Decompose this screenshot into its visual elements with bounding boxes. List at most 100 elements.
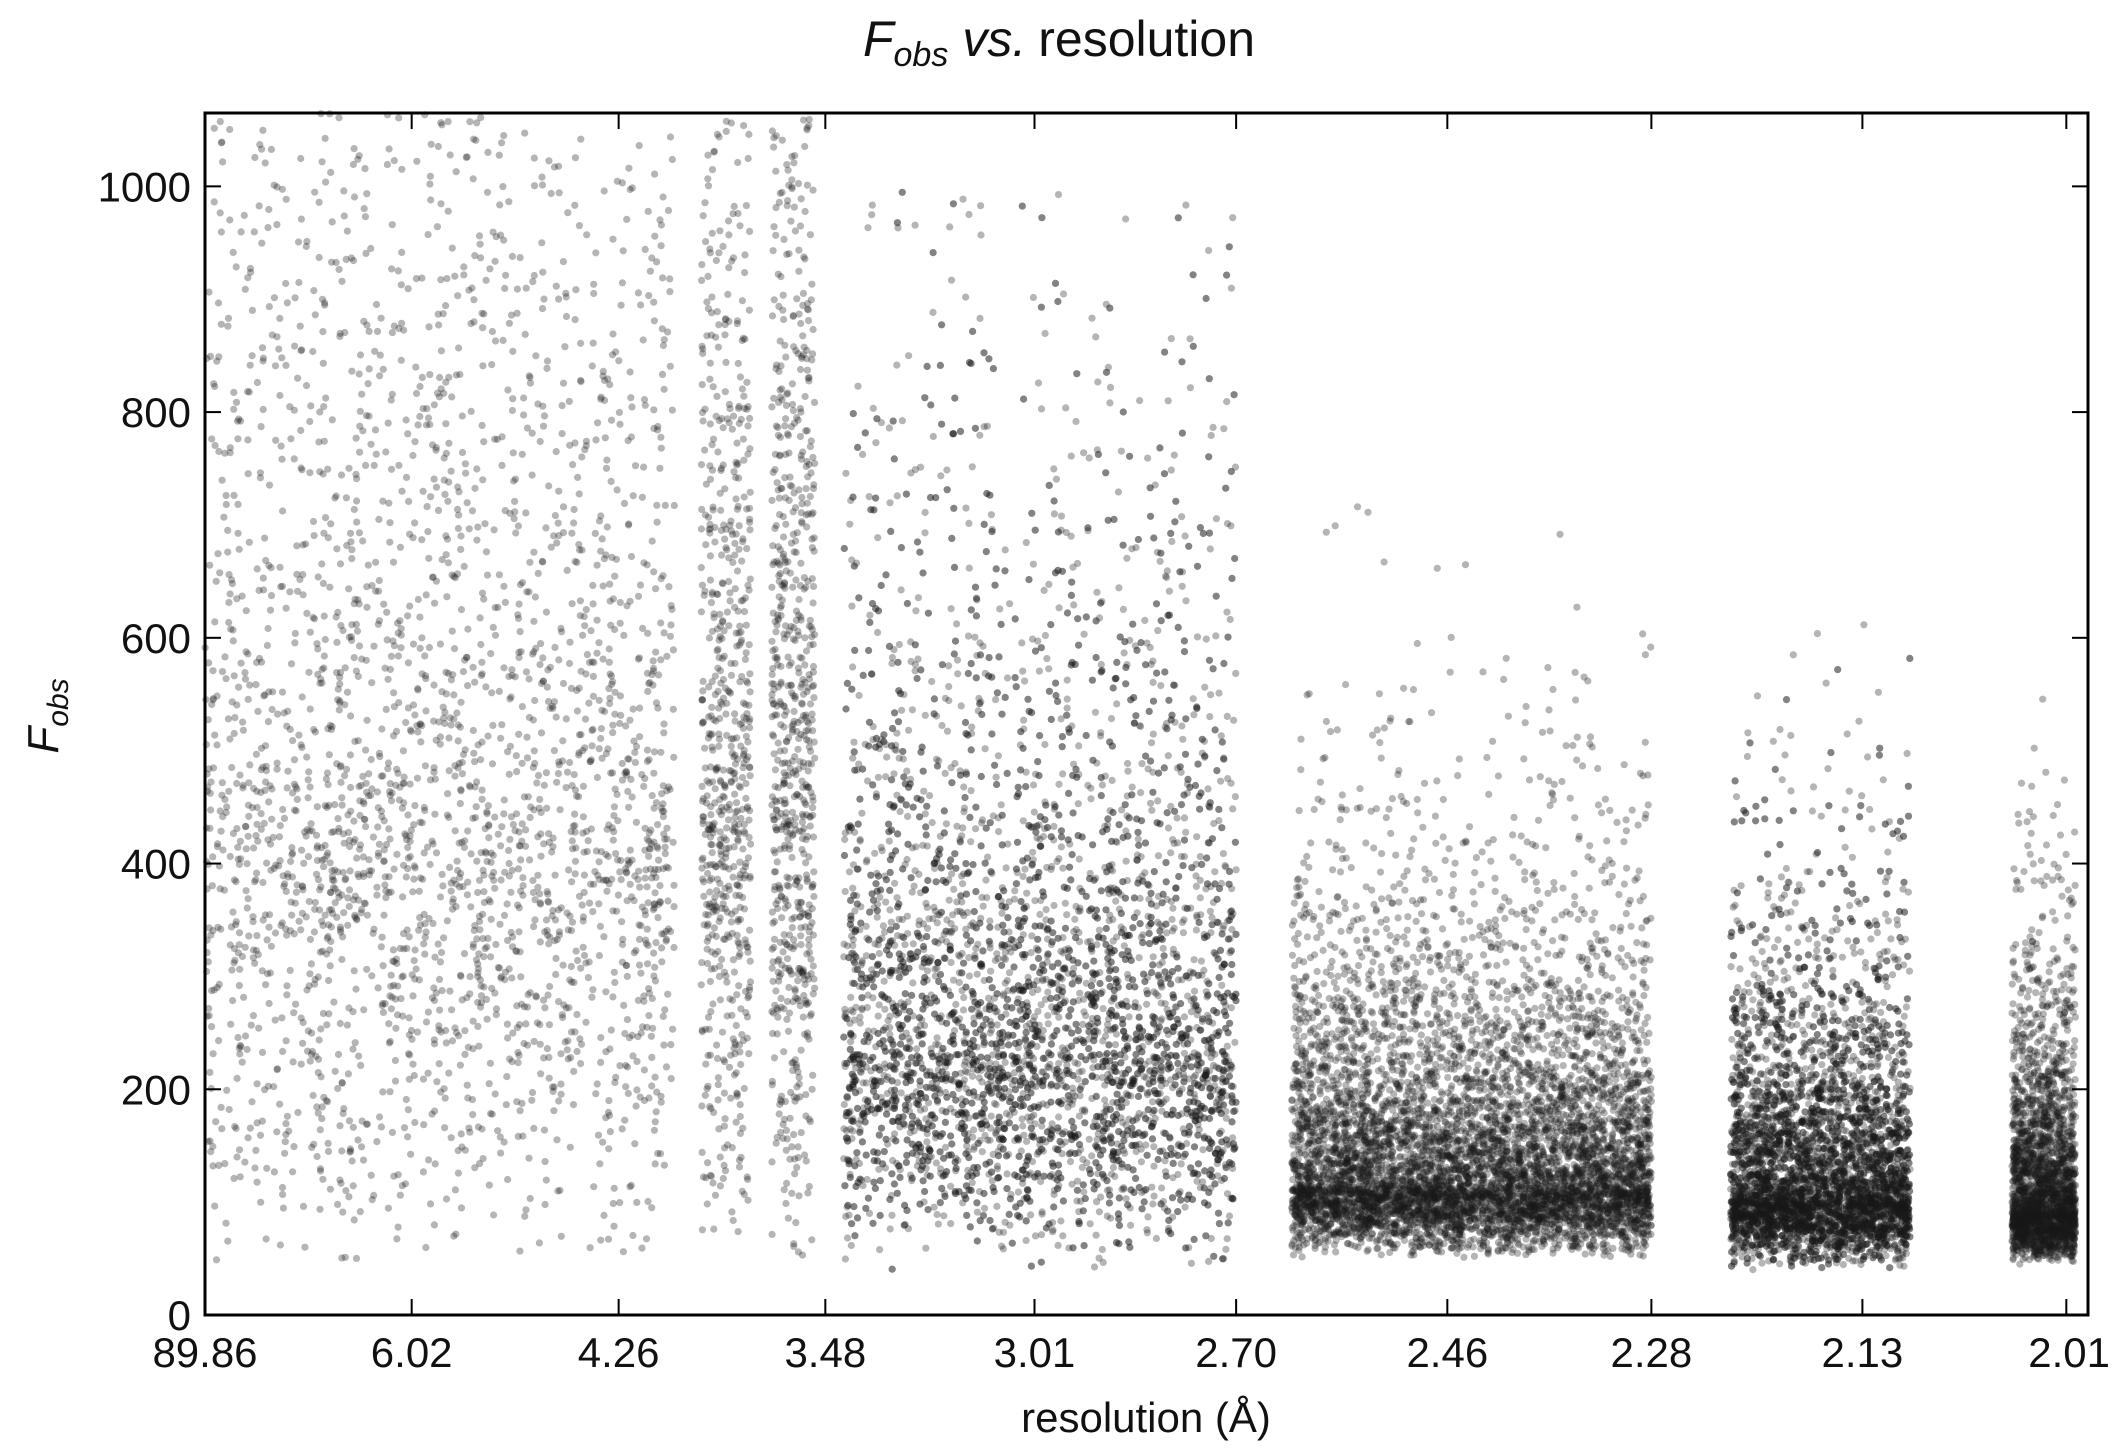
data-point [630, 737, 638, 745]
data-point [666, 632, 675, 640]
data-point [742, 794, 750, 803]
data-point [618, 759, 626, 768]
data-point [422, 421, 431, 429]
data-point [659, 274, 667, 282]
data-point [605, 1097, 613, 1105]
data-point [233, 595, 241, 603]
data-point [478, 421, 486, 429]
data-point [297, 347, 305, 355]
data-point [707, 1008, 715, 1016]
data-point [728, 996, 737, 1004]
data-point [599, 367, 607, 375]
data-point [218, 1125, 226, 1133]
data-point [614, 817, 622, 825]
data-point [768, 731, 777, 739]
data-point [807, 469, 815, 477]
data-point [349, 1182, 357, 1190]
data-point [213, 692, 221, 700]
data-point [397, 281, 405, 289]
data-point [745, 641, 753, 649]
data-point [402, 832, 410, 840]
data-point [804, 317, 813, 325]
data-point [462, 153, 470, 161]
data-point [659, 572, 667, 580]
data-point [337, 778, 345, 787]
data-point [746, 445, 754, 453]
data-point [771, 849, 779, 857]
data-point [810, 547, 818, 555]
data-point [416, 921, 424, 929]
data-point [457, 786, 465, 794]
data-point [525, 588, 533, 596]
data-point [413, 1028, 422, 1036]
data-point [780, 235, 788, 243]
data-point [667, 602, 675, 610]
data-point [410, 957, 418, 965]
data-point [327, 937, 335, 946]
data-point [651, 232, 659, 240]
data-point [346, 529, 355, 537]
data-point [441, 1094, 449, 1102]
data-point [543, 357, 552, 365]
data-point [354, 596, 362, 604]
data-point [448, 393, 456, 401]
data-point [512, 947, 520, 955]
data-point [500, 132, 508, 140]
data-point [543, 1045, 552, 1053]
data-point [421, 950, 429, 958]
data-point [253, 932, 261, 940]
data-point [447, 887, 455, 895]
data-point [232, 878, 240, 886]
data-point [345, 1004, 353, 1012]
data-point [396, 543, 404, 551]
data-point [220, 513, 228, 521]
data-point [665, 583, 673, 591]
data-point [733, 881, 741, 889]
data-point [540, 996, 548, 1004]
data-point [790, 707, 798, 716]
data-point [397, 644, 405, 652]
data-point [475, 1042, 483, 1050]
data-point [386, 835, 394, 843]
data-point [567, 684, 576, 693]
data-point [539, 422, 548, 430]
data-point [246, 681, 254, 689]
data-point [396, 617, 404, 625]
data-point [795, 765, 803, 773]
data-point [461, 1146, 469, 1154]
data-point [373, 891, 381, 899]
data-point [651, 865, 659, 874]
data-point [793, 295, 801, 303]
data-point [292, 1000, 300, 1008]
data-point [498, 823, 506, 831]
data-point [485, 896, 493, 904]
data-point [425, 323, 433, 331]
data-point [379, 772, 387, 780]
data-point [230, 945, 238, 953]
data-point [321, 635, 329, 644]
data-point [618, 179, 627, 187]
data-point [648, 1053, 656, 1061]
data-point [302, 540, 310, 548]
data-point [218, 779, 226, 787]
data-point [441, 490, 449, 498]
data-point [384, 419, 392, 427]
data-point [522, 1206, 530, 1214]
data-point [382, 448, 390, 456]
data-point [497, 1149, 505, 1157]
data-point [385, 889, 393, 897]
data-point [438, 870, 446, 879]
data-point [409, 451, 417, 460]
data-point [426, 1200, 435, 1208]
data-point [422, 1243, 430, 1252]
data-point [746, 688, 754, 696]
data-point [482, 683, 490, 691]
data-point [798, 654, 806, 662]
data-point [660, 1161, 669, 1169]
data-point [792, 616, 801, 625]
data-point [742, 202, 751, 210]
data-point [427, 196, 435, 204]
data-point [609, 235, 617, 243]
data-point [506, 1055, 514, 1063]
data-point [517, 973, 525, 981]
